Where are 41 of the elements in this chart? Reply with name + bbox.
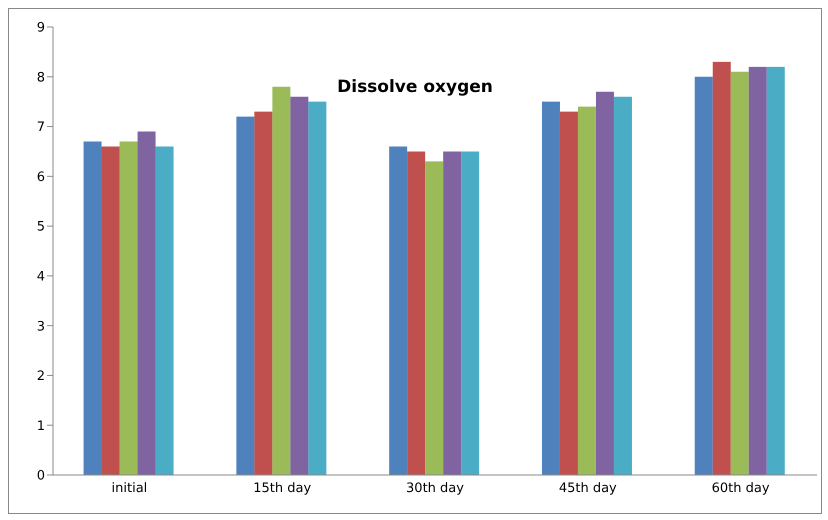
bar — [443, 151, 462, 475]
bar — [560, 112, 578, 475]
y-tick-label: 2 — [36, 369, 45, 384]
bar — [120, 141, 138, 475]
bar — [272, 86, 290, 475]
x-tick-label: 45th day — [558, 481, 618, 496]
bar — [425, 161, 444, 475]
text: Dissolve oxygen — [337, 77, 493, 97]
bar — [102, 146, 120, 475]
bar — [748, 66, 767, 475]
bar — [290, 96, 308, 475]
y-tick-label: 7 — [36, 120, 45, 136]
y-tick-label: 0 — [36, 468, 45, 484]
bar — [730, 72, 749, 475]
bar — [712, 62, 731, 475]
bar — [254, 112, 272, 475]
bar — [156, 146, 174, 475]
bar — [407, 151, 426, 475]
y-tick-label: 4 — [36, 270, 45, 285]
bar — [578, 106, 596, 475]
bar — [138, 132, 156, 475]
x-tick-label: 15th day — [253, 481, 312, 496]
bar — [389, 146, 408, 475]
bar — [766, 66, 785, 475]
y-tick-label: 1 — [36, 418, 45, 434]
bar — [596, 92, 614, 475]
bar — [694, 76, 713, 475]
y-tick-label: 3 — [36, 319, 45, 334]
bar — [542, 102, 560, 475]
y-tick-label: 6 — [36, 170, 45, 185]
bar — [308, 102, 326, 475]
bar — [84, 141, 102, 475]
y-tick-label: 9 — [36, 20, 45, 36]
bar — [461, 151, 480, 475]
bar — [236, 116, 254, 475]
y-tick-label: 5 — [36, 220, 45, 235]
x-tick-label: 60th day — [712, 481, 770, 496]
y-tick-label: 8 — [36, 70, 45, 86]
x-tick-label: initial — [112, 481, 148, 496]
x-tick-label: 30th day — [406, 481, 464, 496]
bar — [614, 96, 632, 475]
